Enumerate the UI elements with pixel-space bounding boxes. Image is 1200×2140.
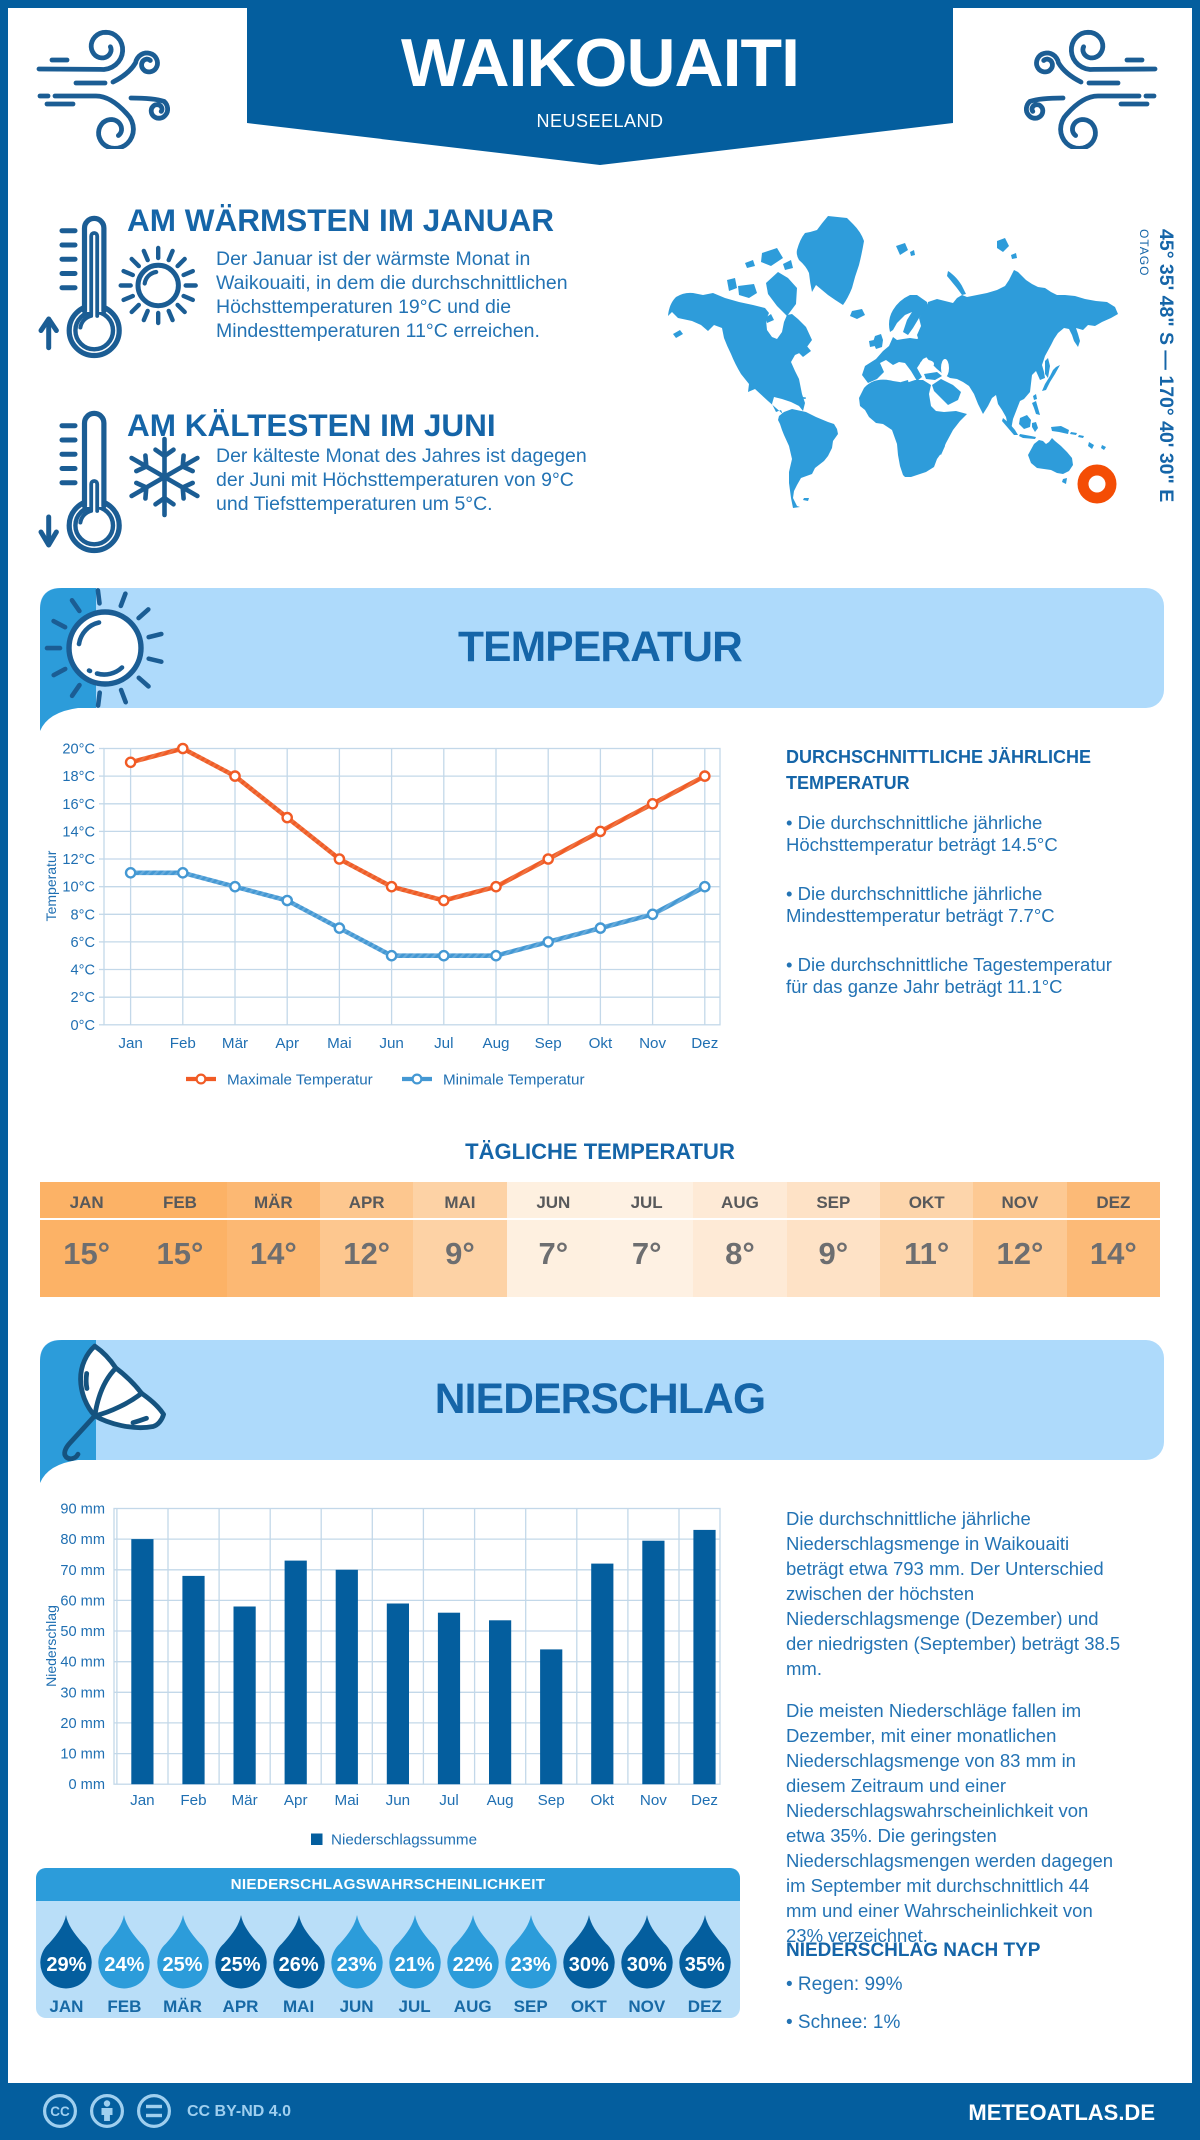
svg-text:20 mm: 20 mm [60,1716,105,1732]
svg-text:10 mm: 10 mm [60,1747,105,1763]
svg-text:Sep: Sep [538,1792,565,1809]
svg-text:CC: CC [50,2104,70,2119]
svg-text:Okt: Okt [590,1792,614,1809]
svg-text:0°C: 0°C [71,1018,96,1034]
svg-text:Sep: Sep [535,1035,562,1052]
svg-text:Nov: Nov [640,1792,667,1809]
svg-text:Mär: Mär [232,1792,258,1809]
svg-text:90 mm: 90 mm [60,1502,105,1518]
svg-text:Jun: Jun [379,1035,404,1052]
svg-text:0 mm: 0 mm [69,1777,105,1793]
svg-text:10°C: 10°C [62,880,95,896]
svg-text:30 mm: 30 mm [60,1685,105,1701]
svg-text:Feb: Feb [170,1035,196,1052]
svg-text:Apr: Apr [284,1792,308,1809]
svg-text:Mai: Mai [327,1035,351,1052]
svg-text:20°C: 20°C [62,742,95,758]
svg-text:6°C: 6°C [71,935,96,951]
svg-text:Minimale Temperatur: Minimale Temperatur [443,1072,585,1089]
svg-text:Maximale Temperatur: Maximale Temperatur [227,1072,373,1089]
svg-text:Nov: Nov [639,1035,666,1052]
svg-text:50 mm: 50 mm [60,1624,105,1640]
svg-text:80 mm: 80 mm [60,1532,105,1548]
svg-text:Okt: Okt [589,1035,613,1052]
svg-text:60 mm: 60 mm [60,1593,105,1609]
svg-text:2°C: 2°C [71,990,96,1006]
svg-text:Mai: Mai [335,1792,359,1809]
svg-text:8°C: 8°C [71,907,96,923]
svg-text:70 mm: 70 mm [60,1563,105,1579]
svg-text:Dez: Dez [691,1035,718,1052]
svg-text:Jan: Jan [118,1035,143,1052]
svg-text:40 mm: 40 mm [60,1655,105,1671]
svg-text:Aug: Aug [487,1792,514,1809]
svg-text:4°C: 4°C [71,963,96,979]
svg-text:Jul: Jul [434,1035,453,1052]
svg-text:Dez: Dez [691,1792,718,1809]
svg-text:Feb: Feb [180,1792,206,1809]
svg-text:14°C: 14°C [62,824,95,840]
svg-text:Jul: Jul [439,1792,458,1809]
svg-text:Niederschlag: Niederschlag [43,1605,59,1687]
svg-text:Jan: Jan [130,1792,155,1809]
svg-text:16°C: 16°C [62,797,95,813]
svg-text:Apr: Apr [275,1035,299,1052]
svg-text:18°C: 18°C [62,769,95,785]
svg-text:Mär: Mär [222,1035,248,1052]
svg-text:Jun: Jun [386,1792,411,1809]
svg-text:CC BY-ND 4.0: CC BY-ND 4.0 [187,2103,291,2120]
svg-text:Niederschlagssumme: Niederschlagssumme [331,1832,477,1849]
svg-text:Aug: Aug [482,1035,509,1052]
svg-text:12°C: 12°C [62,852,95,868]
svg-text:Temperatur: Temperatur [43,850,59,921]
